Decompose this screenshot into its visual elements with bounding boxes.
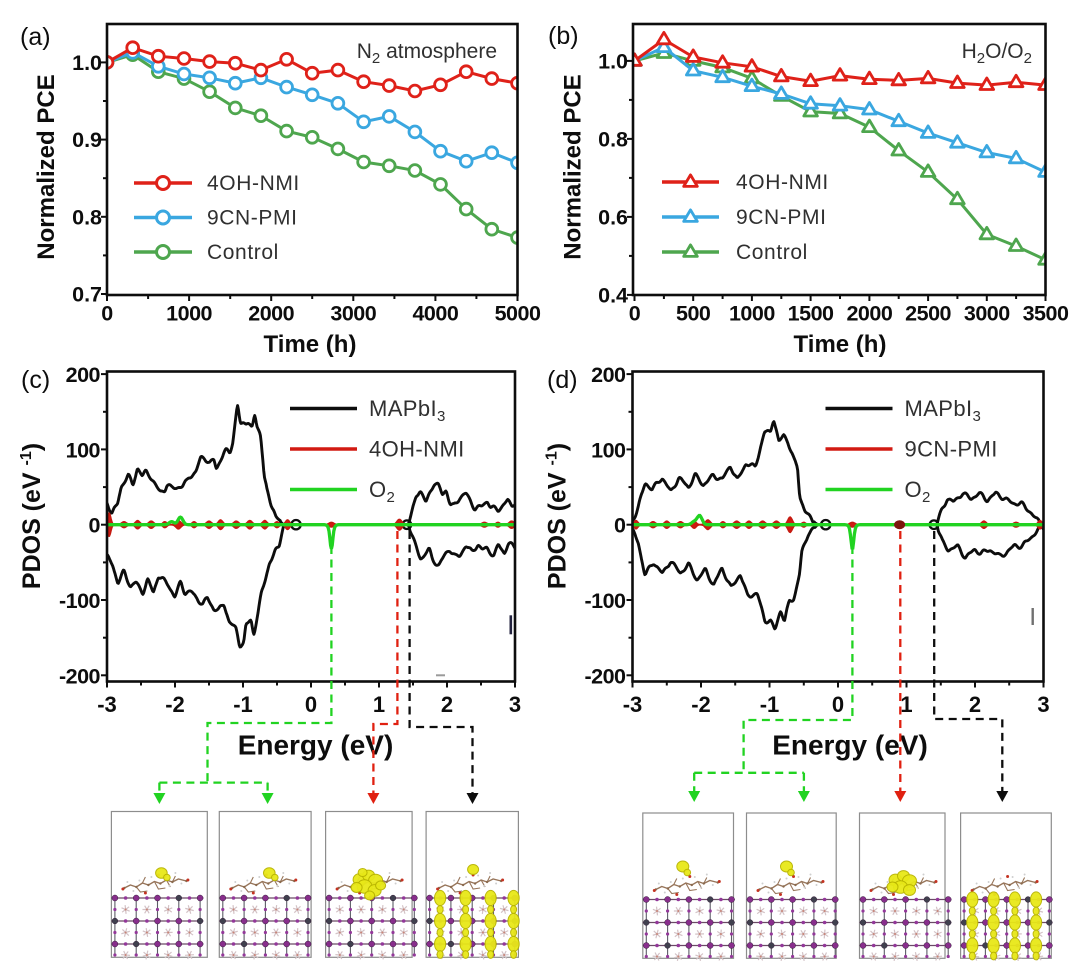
svg-text:(d): (d) <box>547 366 578 394</box>
svg-text:2: 2 <box>441 692 453 717</box>
svg-text:3000: 3000 <box>964 302 1010 326</box>
svg-text:4OH-NMI: 4OH-NMI <box>736 171 829 194</box>
svg-text:1.0: 1.0 <box>598 49 628 73</box>
svg-text:3000: 3000 <box>330 302 376 326</box>
svg-text:4OH-NMI: 4OH-NMI <box>369 437 465 462</box>
svg-text:4000: 4000 <box>412 302 458 326</box>
svg-text:2000: 2000 <box>846 302 892 326</box>
svg-text:5000: 5000 <box>495 302 541 326</box>
svg-text:PDOS (eV -1): PDOS (eV -1) <box>18 443 46 589</box>
svg-text:-200: -200 <box>59 664 101 688</box>
svg-text:0: 0 <box>101 302 113 326</box>
svg-text:0.4: 0.4 <box>598 283 628 307</box>
svg-text:2000: 2000 <box>248 302 294 326</box>
svg-text:0: 0 <box>832 692 844 717</box>
svg-text:-1: -1 <box>233 692 253 717</box>
svg-text:1500: 1500 <box>788 302 834 326</box>
svg-text:(a): (a) <box>20 23 51 51</box>
svg-text:200: 200 <box>66 363 101 387</box>
svg-text:0.8: 0.8 <box>598 127 628 151</box>
svg-text:Control: Control <box>207 241 279 264</box>
svg-text:-3: -3 <box>97 692 117 717</box>
svg-text:-2: -2 <box>691 692 711 717</box>
svg-text:MAPbI3: MAPbI3 <box>369 396 446 425</box>
svg-text:0: 0 <box>305 692 317 717</box>
svg-text:Time (h): Time (h) <box>264 331 357 358</box>
svg-text:2: 2 <box>969 692 981 717</box>
svg-text:3: 3 <box>509 692 521 717</box>
svg-text:1000: 1000 <box>166 302 212 326</box>
svg-text:3500: 3500 <box>1023 302 1069 326</box>
svg-text:Control: Control <box>736 241 808 264</box>
svg-text:(c): (c) <box>21 366 50 394</box>
svg-text:0.9: 0.9 <box>72 128 102 152</box>
svg-text:1.0: 1.0 <box>72 51 102 75</box>
svg-text:1: 1 <box>900 692 912 717</box>
svg-text:-1: -1 <box>760 692 780 717</box>
svg-text:-200: -200 <box>584 664 626 688</box>
svg-text:0: 0 <box>89 514 101 538</box>
svg-text:H2O/O2: H2O/O2 <box>962 40 1032 67</box>
svg-text:N2 atmosphere: N2 atmosphere <box>357 40 497 67</box>
svg-text:(b): (b) <box>548 22 579 50</box>
svg-text:9CN-PMI: 9CN-PMI <box>207 207 298 230</box>
svg-text:0: 0 <box>614 514 626 538</box>
svg-text:0.7: 0.7 <box>72 283 102 307</box>
svg-text:4OH-NMI: 4OH-NMI <box>207 172 300 195</box>
svg-text:1: 1 <box>373 692 385 717</box>
svg-text:-100: -100 <box>59 589 101 613</box>
svg-text:Energy (eV): Energy (eV) <box>772 730 928 761</box>
svg-text:-100: -100 <box>584 589 626 613</box>
svg-text:MAPbI3: MAPbI3 <box>905 396 982 425</box>
svg-text:1000: 1000 <box>729 302 775 326</box>
svg-text:Time (h): Time (h) <box>794 331 887 358</box>
svg-text:100: 100 <box>591 438 626 462</box>
svg-text:0: 0 <box>629 302 641 326</box>
svg-text:-3: -3 <box>623 692 643 717</box>
svg-text:9CN-PMI: 9CN-PMI <box>736 206 827 229</box>
svg-text:0.6: 0.6 <box>598 205 628 229</box>
svg-text:Normalized PCE: Normalized PCE <box>560 74 587 259</box>
svg-text:Normalized PCE: Normalized PCE <box>33 74 60 259</box>
svg-text:9CN-PMI: 9CN-PMI <box>905 437 998 462</box>
svg-text:100: 100 <box>66 438 101 462</box>
svg-text:2500: 2500 <box>905 302 951 326</box>
svg-text:200: 200 <box>591 363 626 387</box>
svg-text:0.8: 0.8 <box>72 205 102 229</box>
svg-text:3: 3 <box>1037 692 1049 717</box>
svg-text:Energy (eV): Energy (eV) <box>238 730 394 761</box>
svg-text:PDOS (eV -1): PDOS (eV -1) <box>544 443 572 589</box>
svg-text:-2: -2 <box>165 692 185 717</box>
svg-text:500: 500 <box>676 302 711 326</box>
